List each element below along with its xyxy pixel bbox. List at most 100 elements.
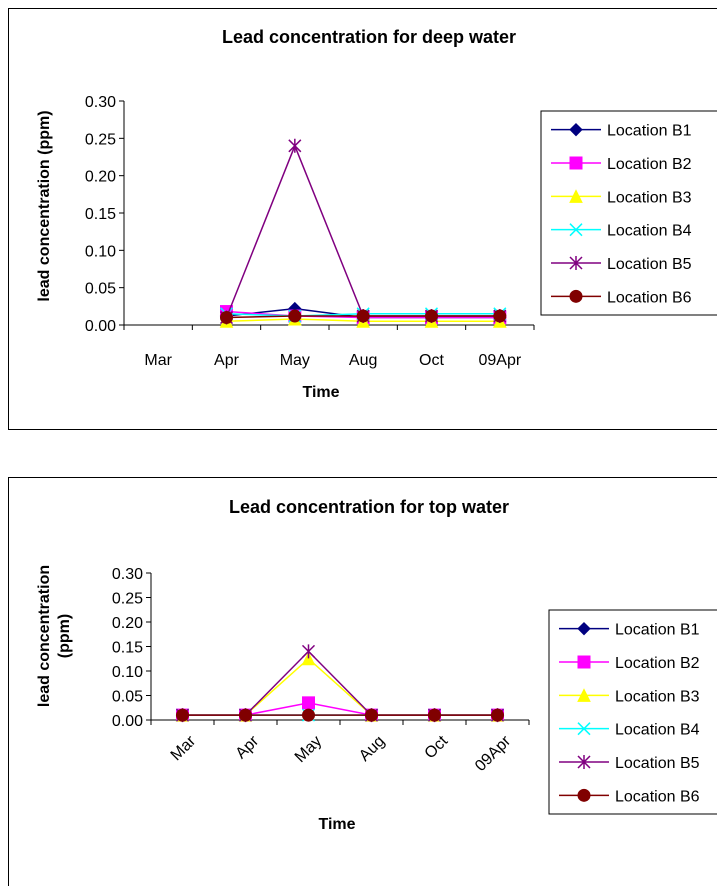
top-water-chart: Lead concentration for top water lead con… — [8, 477, 717, 886]
top-data-point — [365, 708, 378, 722]
deep-x-tick-label: 09Apr — [478, 352, 521, 369]
deep-legend-label: Location B3 — [607, 189, 692, 206]
deep-data-point — [493, 309, 507, 323]
deep-data-point — [288, 309, 302, 323]
deep-data-point — [356, 309, 370, 323]
deep-x-tick-label: Mar — [144, 352, 172, 369]
deep-x-tick-label: Aug — [349, 352, 377, 369]
top-legend-item: Location B6 — [559, 788, 700, 805]
top-legend-label: Location B3 — [615, 688, 700, 705]
top-legend-item: Location B5 — [559, 755, 700, 772]
deep-legend-marker — [569, 156, 583, 170]
deep-legend-item: Location B6 — [551, 289, 692, 306]
top-series-2 — [176, 696, 504, 722]
top-y-axis-title: lead concentration (ppm) — [36, 565, 73, 707]
top-data-point — [491, 708, 504, 722]
top-legend-label: Location B1 — [615, 622, 700, 639]
top-legend-label: Location B6 — [615, 788, 700, 805]
deep-series-line — [225, 143, 500, 318]
top-y-tick-label: 0.30 — [112, 566, 143, 583]
deep-y-tick-label: 0.05 — [85, 281, 116, 298]
top-y-tick-label: 0.05 — [112, 689, 143, 706]
top-data-point — [176, 708, 189, 722]
top-legend-marker — [577, 621, 591, 636]
top-legend-marker — [577, 788, 591, 802]
deep-y-tick-label: 0.00 — [85, 318, 116, 335]
deep-x-tick-label: Apr — [214, 352, 240, 369]
deep-data-point — [288, 138, 302, 153]
deep-legend-box — [540, 110, 717, 316]
deep-legend-item: Location B5 — [551, 256, 692, 273]
deep-series-5 — [219, 138, 507, 325]
top-data-point — [239, 708, 252, 722]
top-y-tick-label: 0.15 — [112, 640, 143, 657]
deep-y-tick-label: 0.20 — [85, 169, 116, 186]
top-legend-item: Location B3 — [559, 688, 700, 705]
top-data-point — [302, 696, 315, 710]
top-y-tick-label: 0.25 — [112, 591, 143, 608]
top-legend-label: Location B4 — [615, 722, 700, 739]
deep-legend-label: Location B4 — [607, 223, 692, 240]
top-y-tick-label: 0.10 — [112, 664, 143, 681]
deep-legend: Location B1 Location B2 Location B3 Locatio… — [540, 110, 717, 316]
deep-y-tick-label: 0.10 — [85, 243, 116, 260]
top-legend-marker — [577, 755, 591, 769]
deep-legend-marker — [569, 189, 583, 203]
deep-legend-item: Location B1 — [551, 123, 692, 140]
deep-water-chart-svg: Lead concentration for deep water lead co… — [36, 27, 717, 401]
top-series-line — [182, 702, 498, 716]
top-legend-label: Location B2 — [615, 655, 700, 672]
top-legend-marker — [577, 722, 591, 736]
top-title: Lead concentration for top water — [229, 497, 509, 517]
deep-legend-label: Location B1 — [607, 123, 692, 140]
top-series-5 — [175, 644, 505, 723]
top-y-tick-label: 0.00 — [112, 713, 143, 730]
top-x-tick-label: Mar — [168, 732, 200, 764]
deep-legend-item: Location B4 — [551, 223, 692, 240]
top-series-line — [182, 657, 498, 716]
deep-y-tick-label: 0.15 — [85, 206, 116, 223]
top-data-point — [301, 651, 316, 666]
top-data-point — [302, 708, 315, 722]
deep-data-point — [220, 311, 233, 325]
top-legend-item: Location B1 — [559, 622, 700, 639]
deep-legend-item: Location B3 — [551, 189, 692, 206]
top-x-tick-label: Aug — [356, 733, 388, 765]
top-data-point — [301, 644, 316, 659]
deep-water-chart: Lead concentration for deep water lead co… — [8, 8, 717, 430]
deep-legend-marker — [569, 223, 583, 237]
top-legend-item: Location B4 — [559, 722, 700, 739]
deep-legend-label: Location B2 — [607, 156, 692, 173]
top-legend-label: Location B5 — [615, 755, 700, 772]
top-series-3 — [175, 651, 505, 722]
top-legend-marker — [577, 655, 591, 669]
top-y-tick-label: 0.20 — [112, 615, 143, 632]
top-x-tick-label: May — [292, 733, 325, 766]
deep-legend-label: Location B5 — [607, 256, 692, 273]
top-legend-item: Location B2 — [559, 655, 700, 672]
deep-legend-marker — [569, 122, 583, 137]
deep-legend-marker — [569, 289, 583, 303]
deep-x-axis-title: Time — [302, 384, 339, 401]
top-x-axis-title: Time — [318, 816, 355, 833]
top-x-tick-label: Oct — [422, 732, 452, 762]
deep-legend-label: Location B6 — [607, 289, 692, 306]
top-legend-box — [548, 609, 717, 815]
top-x-tick-label: 09Apr — [472, 732, 515, 775]
deep-y-axis-title: lead concentration (ppm) — [36, 110, 53, 301]
deep-data-point — [425, 309, 438, 323]
top-series-6 — [176, 708, 504, 722]
deep-legend-item: Location B2 — [551, 156, 692, 173]
top-legend: Location B1 Location B2 Location B3 Locatio… — [548, 609, 717, 815]
top-water-chart-svg: Lead concentration for top water lead con… — [36, 497, 717, 833]
deep-x-tick-label: May — [280, 352, 310, 369]
deep-y-tick-label: 0.25 — [85, 131, 116, 148]
deep-legend-marker — [569, 256, 583, 270]
top-series-line — [182, 650, 498, 716]
deep-title: Lead concentration for deep water — [222, 27, 516, 47]
deep-y-tick-label: 0.30 — [85, 94, 116, 111]
top-x-tick-label: Apr — [233, 732, 263, 762]
top-legend-marker — [577, 688, 591, 702]
top-data-point — [428, 708, 441, 722]
deep-series-6 — [220, 309, 507, 325]
